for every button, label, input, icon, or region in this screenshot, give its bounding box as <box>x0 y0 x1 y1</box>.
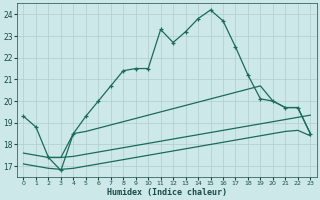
X-axis label: Humidex (Indice chaleur): Humidex (Indice chaleur) <box>107 188 227 197</box>
